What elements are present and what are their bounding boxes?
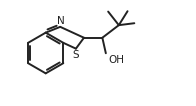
Text: N: N: [57, 16, 64, 26]
Text: S: S: [73, 50, 79, 60]
Text: OH: OH: [108, 55, 124, 65]
